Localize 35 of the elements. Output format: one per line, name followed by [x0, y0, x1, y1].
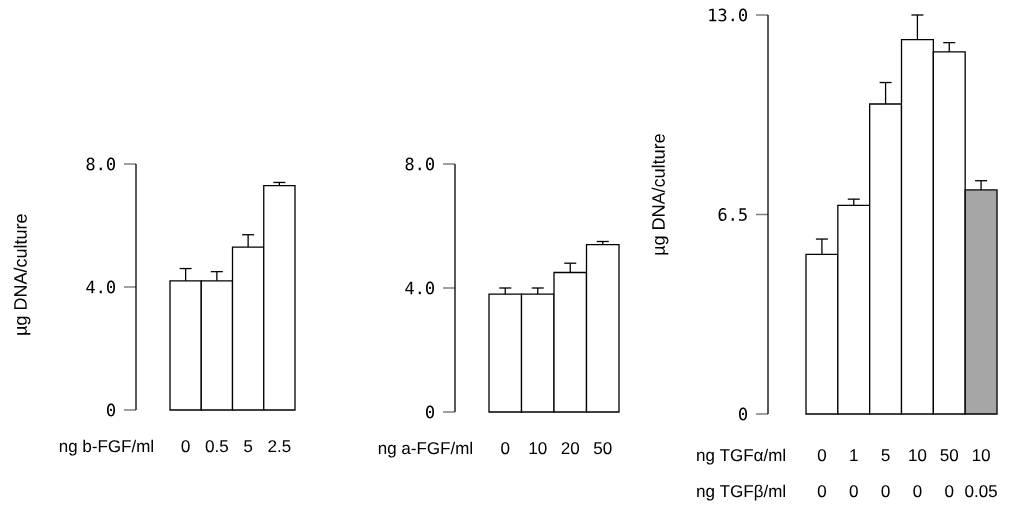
text: 0: [817, 485, 826, 498]
text: 0: [913, 485, 922, 498]
x-tick-label: 5: [244, 440, 253, 453]
y-tick-label: 6.5: [718, 208, 747, 221]
y-tick-label: 8.0: [405, 157, 435, 171]
text: ng TGFβ/ml: [697, 484, 785, 501]
x-tick-label: 0: [817, 449, 826, 462]
x-tick-label: 50: [940, 449, 959, 462]
x-tick-label: 1: [850, 449, 858, 461]
x-tick-label: 2.5: [268, 440, 291, 453]
y-tick-label: 0: [739, 407, 748, 421]
y-tick-label: 4.0: [405, 281, 435, 295]
y-tick-label: 4.0: [86, 280, 116, 294]
x-tick-label: 0: [181, 440, 190, 453]
x-tick-label: 0: [501, 442, 510, 455]
x-tick-label: 20: [561, 442, 580, 455]
text: 0: [881, 485, 890, 498]
y-tick-label: 0: [107, 403, 116, 417]
x-tick-label: 10: [529, 442, 547, 455]
text: 0.05: [965, 485, 997, 498]
x-axis-title: ng a-FGF/ml: [378, 441, 472, 458]
x-tick-label: 10: [972, 449, 990, 462]
y-axis-title: µg DNA/culture: [651, 134, 669, 255]
y-axis-title: µg DNA/culture: [13, 214, 31, 335]
x-tick-label: 10: [909, 449, 927, 462]
y-tick-label: 8.0: [86, 157, 116, 171]
text: 0: [945, 485, 954, 498]
y-tick-label: 13.0: [709, 8, 748, 22]
x-tick-label: 50: [593, 442, 612, 455]
x-axis-title: ng TGFα/ml: [697, 448, 785, 465]
text: 0: [849, 485, 858, 498]
y-tick-label: 0: [426, 405, 435, 419]
x-axis-title: ng b-FGF/ml: [59, 439, 153, 456]
x-tick-label: 0.5: [205, 440, 228, 453]
x-tick-label: 5: [881, 449, 890, 462]
